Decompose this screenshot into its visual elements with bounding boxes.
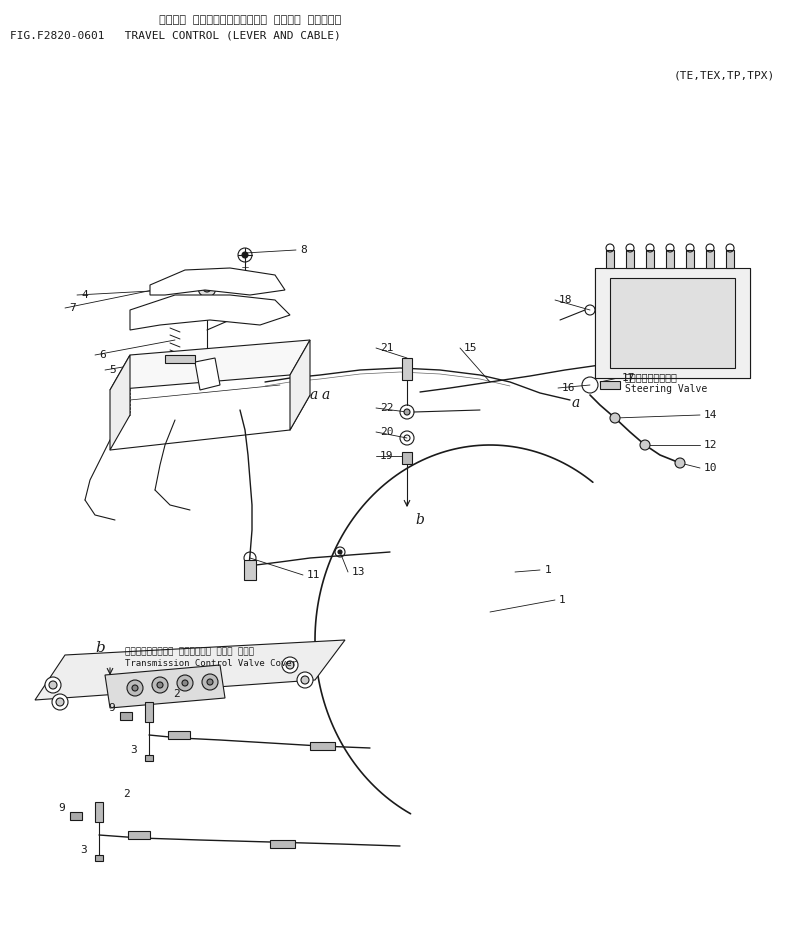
Circle shape: [177, 675, 193, 691]
Circle shape: [301, 676, 309, 684]
Bar: [606, 250, 614, 268]
Circle shape: [202, 674, 218, 690]
Text: 13: 13: [352, 567, 365, 577]
Text: Transmission Control Valve Cover: Transmission Control Valve Cover: [125, 659, 297, 668]
Text: a: a: [322, 388, 331, 402]
Circle shape: [242, 252, 248, 258]
Text: 18: 18: [559, 295, 572, 305]
Text: 11: 11: [307, 570, 320, 580]
Bar: [706, 250, 714, 268]
Text: 20: 20: [380, 427, 394, 437]
Bar: [70, 812, 82, 820]
Text: 7: 7: [69, 303, 76, 313]
Bar: [244, 560, 256, 580]
Text: 4: 4: [81, 290, 87, 300]
Text: 9: 9: [58, 803, 65, 813]
Bar: [128, 831, 150, 839]
Text: ステアリングバルブ: ステアリングバルブ: [625, 372, 678, 382]
Text: 6: 6: [99, 350, 105, 360]
Polygon shape: [130, 295, 290, 330]
Text: 1: 1: [545, 565, 552, 575]
Text: 3: 3: [130, 745, 137, 755]
Text: b: b: [95, 641, 105, 655]
Bar: [95, 802, 103, 822]
Text: Steering Valve: Steering Valve: [625, 384, 708, 394]
Text: a: a: [310, 388, 318, 402]
Circle shape: [338, 550, 342, 554]
Text: 8: 8: [300, 245, 307, 255]
Bar: [165, 355, 195, 363]
Circle shape: [52, 694, 68, 710]
Polygon shape: [35, 640, 345, 700]
Text: 1: 1: [559, 595, 566, 605]
Circle shape: [203, 284, 211, 292]
Text: 14: 14: [704, 410, 718, 420]
Circle shape: [198, 279, 216, 297]
Circle shape: [132, 685, 138, 691]
Bar: [145, 702, 153, 722]
Bar: [95, 855, 103, 861]
Bar: [402, 452, 412, 464]
Bar: [646, 250, 654, 268]
Bar: [120, 712, 132, 720]
Text: 2: 2: [123, 789, 130, 799]
Polygon shape: [110, 340, 310, 390]
Circle shape: [675, 458, 685, 468]
Bar: [595, 268, 750, 378]
Circle shape: [640, 440, 650, 450]
Bar: [310, 742, 335, 750]
Text: a: a: [571, 396, 580, 410]
Bar: [168, 731, 190, 739]
Polygon shape: [195, 358, 220, 390]
Bar: [600, 381, 620, 389]
Text: 10: 10: [704, 463, 718, 473]
Circle shape: [207, 679, 213, 685]
Text: b: b: [415, 513, 424, 527]
Text: 12: 12: [704, 440, 718, 450]
Circle shape: [157, 682, 163, 688]
Text: FIG.F2820-0601   TRAVEL CONTROL (LEVER AND CABLE): FIG.F2820-0601 TRAVEL CONTROL (LEVER AND…: [10, 31, 341, 41]
Text: 2: 2: [173, 689, 179, 699]
Text: 5: 5: [109, 365, 116, 375]
Circle shape: [127, 680, 143, 696]
Text: ソウコウ コントロール（レハーー オヨビー ケーブル）: ソウコウ コントロール（レハーー オヨビー ケーブル）: [159, 15, 341, 25]
Circle shape: [45, 677, 61, 693]
Polygon shape: [150, 268, 285, 295]
Text: 9: 9: [108, 703, 115, 713]
Text: トランスミッション コントロール バルブ カバー: トランスミッション コントロール バルブ カバー: [125, 647, 254, 656]
Polygon shape: [105, 665, 225, 708]
Polygon shape: [110, 355, 130, 450]
Text: 16: 16: [562, 383, 575, 393]
Circle shape: [182, 680, 188, 686]
Circle shape: [610, 413, 620, 423]
Text: 22: 22: [380, 403, 394, 413]
Polygon shape: [290, 340, 310, 430]
Bar: [402, 358, 412, 380]
Circle shape: [404, 409, 410, 415]
Text: 15: 15: [464, 343, 478, 353]
Text: 21: 21: [380, 343, 394, 353]
Text: 19: 19: [380, 451, 394, 461]
Circle shape: [286, 661, 294, 669]
Text: 3: 3: [80, 845, 87, 855]
Text: (TE,TEX,TP,TPX): (TE,TEX,TP,TPX): [674, 70, 775, 80]
Bar: [626, 250, 634, 268]
Bar: [666, 250, 674, 268]
Circle shape: [297, 672, 313, 688]
Bar: [270, 840, 295, 848]
Bar: [686, 250, 694, 268]
Bar: [610, 278, 735, 368]
Circle shape: [49, 681, 57, 689]
Text: 17: 17: [622, 373, 635, 383]
Circle shape: [152, 677, 168, 693]
Circle shape: [56, 698, 64, 706]
Circle shape: [282, 657, 298, 673]
Bar: [145, 755, 153, 761]
Bar: [726, 250, 734, 268]
